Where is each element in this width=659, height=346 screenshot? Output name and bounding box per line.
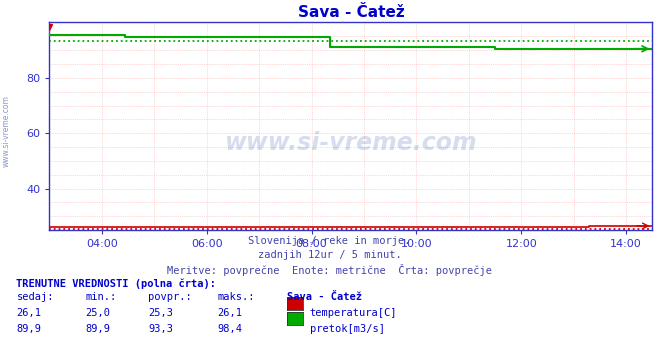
Text: Sava - Čatež: Sava - Čatež	[287, 292, 362, 302]
Text: povpr.:: povpr.:	[148, 292, 192, 302]
Text: 26,1: 26,1	[16, 308, 42, 318]
Text: min.:: min.:	[86, 292, 117, 302]
Text: TRENUTNE VREDNOSTI (polna črta):: TRENUTNE VREDNOSTI (polna črta):	[16, 279, 216, 289]
Text: 25,0: 25,0	[86, 308, 111, 318]
Text: 26,1: 26,1	[217, 308, 243, 318]
Text: Slovenija / reke in morje.: Slovenija / reke in morje.	[248, 236, 411, 246]
Text: 89,9: 89,9	[16, 324, 42, 334]
Text: maks.:: maks.:	[217, 292, 255, 302]
Text: pretok[m3/s]: pretok[m3/s]	[310, 324, 385, 334]
Text: 98,4: 98,4	[217, 324, 243, 334]
Text: 25,3: 25,3	[148, 308, 173, 318]
Text: sedaj:: sedaj:	[16, 292, 54, 302]
Text: 93,3: 93,3	[148, 324, 173, 334]
Text: zadnjih 12ur / 5 minut.: zadnjih 12ur / 5 minut.	[258, 250, 401, 260]
Title: Sava - Čatež: Sava - Čatež	[298, 5, 404, 20]
Text: temperatura[C]: temperatura[C]	[310, 308, 397, 318]
Text: Meritve: povprečne  Enote: metrične  Črta: povprečje: Meritve: povprečne Enote: metrične Črta:…	[167, 264, 492, 276]
Text: www.si-vreme.com: www.si-vreme.com	[225, 131, 477, 155]
Text: 89,9: 89,9	[86, 324, 111, 334]
Text: www.si-vreme.com: www.si-vreme.com	[2, 95, 11, 167]
